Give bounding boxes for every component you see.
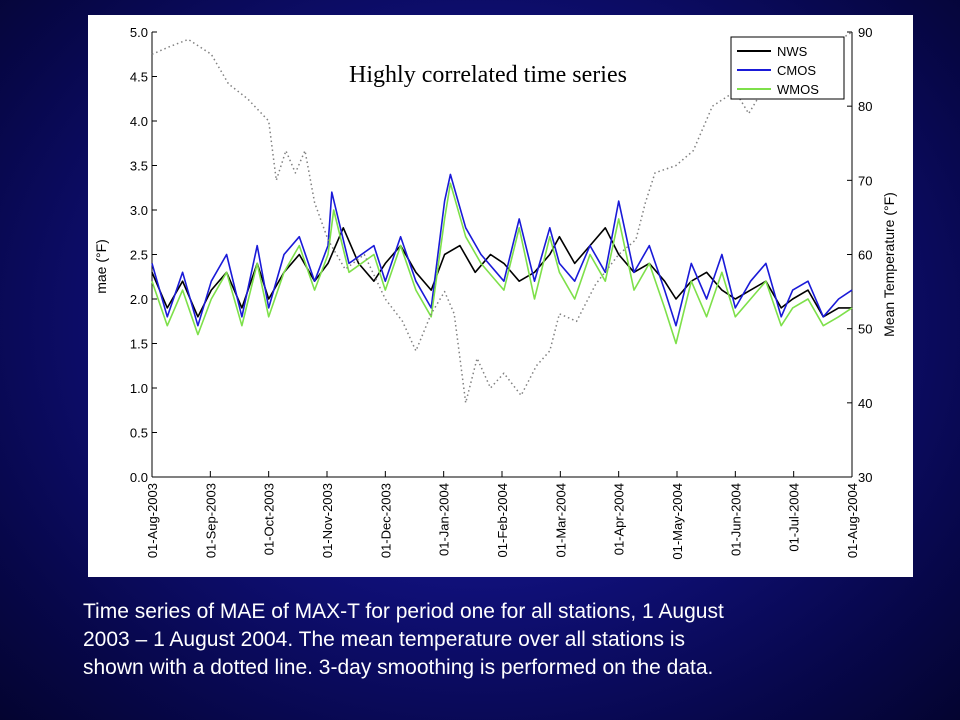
time-series-chart: 0.0 0.5 1.0 1.5 2.0 2.5 3.0 3.5 4.0 4.5 5.0 30 40 50 6… (93, 25, 897, 560)
x-tick-label: 01-Jul-2004 (787, 483, 802, 552)
x-tick-label: 01-Dec-2003 (378, 483, 393, 558)
legend-label-wmos: WMOS (777, 82, 819, 97)
y-axis-label: mae (°F) (93, 239, 109, 294)
x-tick-label: 01-Oct-2003 (262, 483, 277, 555)
y-tick-label: 4.0 (130, 114, 148, 129)
caption-line-3: shown with a dotted line. 3-day smoothin… (83, 656, 714, 679)
y-tick-label: 1.5 (130, 337, 148, 352)
x-tick-label: 01-Jan-2004 (437, 483, 452, 556)
legend-label-nws: NWS (777, 44, 808, 59)
y-right-tick-label: 30 (858, 470, 872, 485)
y-right-tick-label: 80 (858, 99, 872, 114)
y-tick-label: 5.0 (130, 25, 148, 40)
x-tick-label: 01-Sep-2003 (203, 483, 218, 558)
y-right-tick-label: 50 (858, 322, 872, 337)
x-tick-label: 01-May-2004 (670, 483, 685, 560)
series-line-mean-temperature (151, 31, 853, 404)
legend-label-cmos: CMOS (777, 63, 816, 78)
x-tick-label: 01-Jun-2004 (728, 483, 743, 556)
y-tick-label: 2.0 (130, 292, 148, 307)
y-tick-label: 3.5 (130, 159, 148, 174)
x-tick-label: 01-Nov-2003 (320, 483, 335, 558)
y-right-axis-label: Mean Temperature (°F) (881, 192, 897, 337)
x-tick-label: 01-Feb-2004 (495, 483, 510, 557)
x-tick-label: 01-Aug-2003 (145, 483, 160, 558)
caption-line-1: Time series of MAE of MAX-T for period o… (83, 600, 724, 623)
series-line-wmos (151, 182, 853, 345)
x-tick-label: 01-Mar-2004 (553, 483, 568, 557)
y-right-tick-label: 90 (858, 25, 872, 40)
chart-figure: 0.0 0.5 1.0 1.5 2.0 2.5 3.0 3.5 4.0 4.5 5.0 30 40 50 6… (88, 15, 913, 577)
caption-line-2: 2003 – 1 August 2004. The mean temperatu… (83, 628, 685, 651)
series-line-nws (151, 227, 852, 318)
y-tick-label: 3.0 (130, 203, 148, 218)
y-tick-label: 4.5 (130, 70, 148, 85)
series-line-cmos (151, 173, 853, 327)
chart-title: Highly correlated time series (349, 62, 627, 88)
y-right-tick-label: 70 (858, 173, 872, 188)
y-tick-label: 1.0 (130, 381, 148, 396)
y-right-tick-label: 40 (858, 396, 872, 411)
y-right-tick-label: 60 (858, 248, 872, 263)
y-tick-label: 0.5 (130, 426, 148, 441)
x-tick-label: 01-Aug-2004 (845, 483, 860, 558)
x-tick-label: 01-Apr-2004 (612, 483, 627, 555)
y-tick-label: 2.5 (130, 248, 148, 263)
y-tick-label: 0.0 (130, 470, 148, 485)
caption: Time series of MAE of MAX-T for period o… (83, 598, 913, 682)
